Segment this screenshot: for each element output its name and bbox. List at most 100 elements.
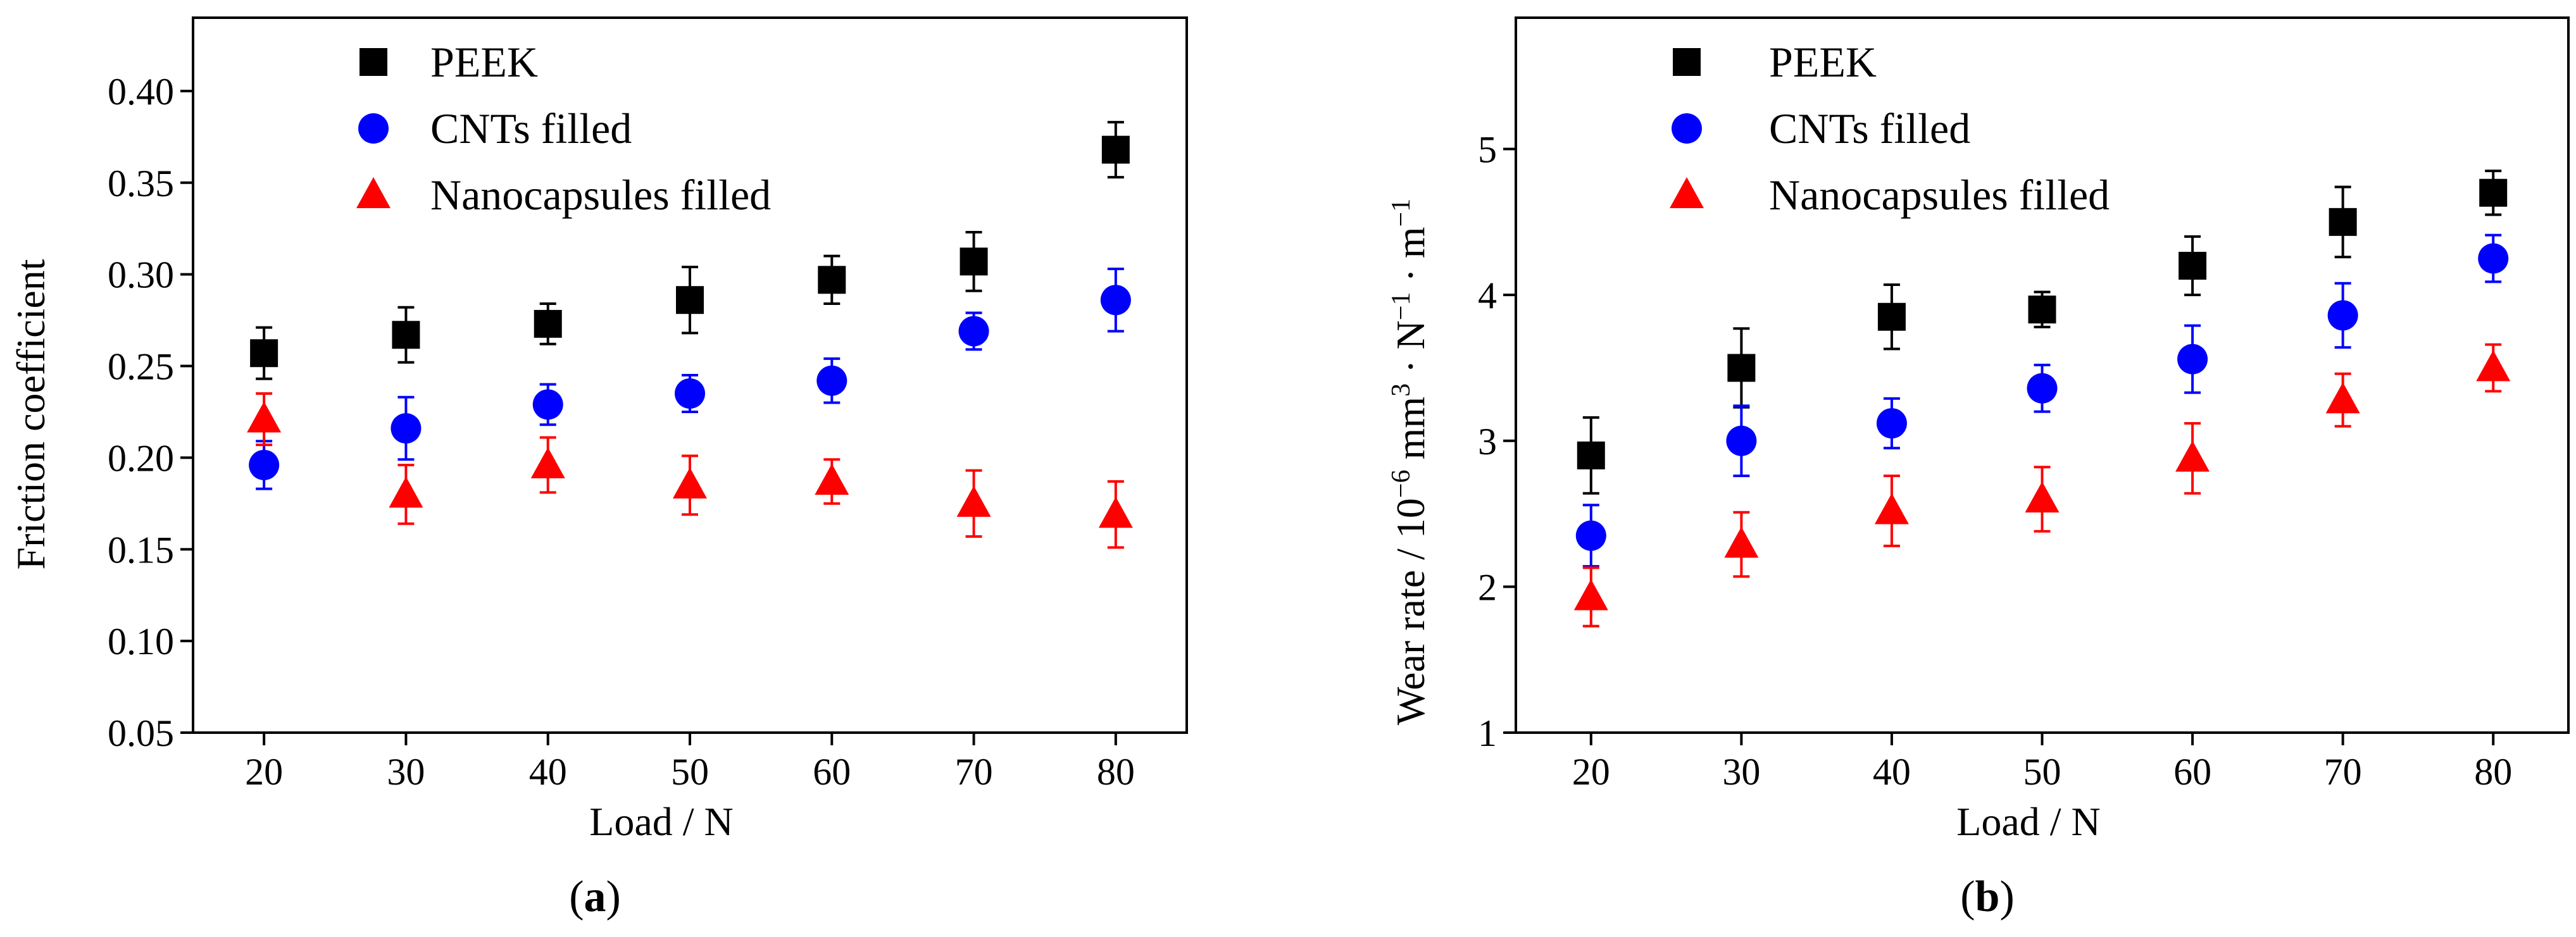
data-point xyxy=(2325,382,2360,414)
legend-marker xyxy=(356,177,391,208)
panel-b-plot-area: 20 30 40 50 60 70 80 1 2 3 4 5 PEEK CNTs filled Nanoca… xyxy=(1478,16,2570,793)
panel-a-y-tick-label: 0.20 xyxy=(108,437,174,479)
data-point xyxy=(2478,243,2509,274)
data-point xyxy=(2479,178,2508,207)
legend-label: Nanocapsules filled xyxy=(430,171,771,219)
panel-a-x-tick-label: 80 xyxy=(1097,751,1135,793)
data-point xyxy=(2179,252,2207,280)
data-point xyxy=(1575,520,1606,551)
legend-label: PEEK xyxy=(1769,38,1877,86)
data-point xyxy=(960,247,988,276)
panel-b-y-axis-title-prefix: Wear rate / 10 xyxy=(1388,498,1433,725)
data-point xyxy=(956,485,991,517)
legend-marker xyxy=(1670,177,1704,208)
panel-b-y-axis-title: Wear rate / 10−6 mm3 · N−1 · m−1 xyxy=(1387,199,1433,725)
data-point xyxy=(1876,408,1907,439)
panel-a-x-tick-label: 70 xyxy=(955,751,993,793)
panel-b-series-cnts-filled xyxy=(1575,233,2509,568)
panel-a-plot-area: 20 30 40 50 60 70 80 0.05 0.10 0.15 0.20 0.25 0.30 0.… xyxy=(108,16,1188,793)
panel-a-y-tick-label: 0.25 xyxy=(108,346,174,388)
data-point xyxy=(818,266,846,294)
data-point xyxy=(1101,135,1130,164)
legend-marker xyxy=(1673,48,1701,76)
data-point xyxy=(2027,373,2058,404)
panel-a-x-axis-title: Load / N xyxy=(589,799,734,844)
panel-b-x-tick-label: 50 xyxy=(2023,751,2061,793)
panel-a-series-nanocapsules-filled xyxy=(247,392,1133,549)
panel-a-legend: PEEK CNTs filled Nanocapsules filled xyxy=(356,38,771,219)
legend-marker xyxy=(358,113,389,144)
panel-a-y-tick-label: 0.30 xyxy=(108,254,174,296)
panel-a-tag-letter: a xyxy=(584,872,606,921)
data-point xyxy=(249,449,280,480)
data-point xyxy=(532,389,563,420)
panel-a-friction-chart: 20 30 40 50 60 70 80 0.05 0.10 0.15 0.20 0.25 0.30 0.… xyxy=(8,16,1188,921)
panel-b-series-nanocapsules-filled xyxy=(1573,343,2511,628)
panel-b-x-tick-label: 20 xyxy=(1572,751,1610,793)
panel-a-y-tick-label: 0.15 xyxy=(108,529,174,571)
legend-label: CNTs filled xyxy=(430,104,632,152)
data-point xyxy=(2175,440,2210,472)
data-point xyxy=(1100,285,1131,316)
panel-b-series-peek xyxy=(1577,170,2508,495)
panel-b-y-tick-label: 2 xyxy=(1478,566,1497,608)
panel-a-x-tick-label: 60 xyxy=(813,751,851,793)
panel-b-x-tick-label: 60 xyxy=(2173,751,2211,793)
data-point xyxy=(392,321,420,349)
data-point xyxy=(1726,425,1757,456)
panel-a-x-tick-label: 20 xyxy=(245,751,283,793)
data-point xyxy=(1577,441,1605,469)
data-point xyxy=(530,447,565,478)
data-point xyxy=(815,464,849,495)
panel-b-x-tick-label: 80 xyxy=(2474,751,2512,793)
panel-b-tag-letter: b xyxy=(1975,872,2000,921)
panel-a-tag: (a) xyxy=(569,872,621,921)
panel-b-x-tick-label: 70 xyxy=(2324,751,2362,793)
panel-b-y-tick-label: 5 xyxy=(1478,129,1497,171)
data-point xyxy=(2177,344,2208,375)
panel-a-y-tick-label: 0.40 xyxy=(108,71,174,113)
legend-marker xyxy=(1672,113,1702,144)
legend-label: CNTs filled xyxy=(1769,104,1970,152)
panel-b-y-tick-label: 4 xyxy=(1478,275,1497,316)
panel-b-x-tick-label: 30 xyxy=(1722,751,1760,793)
data-point xyxy=(958,316,989,347)
panel-a-x-tick-label: 40 xyxy=(529,751,567,793)
data-point xyxy=(250,339,278,368)
data-point xyxy=(1874,493,1909,524)
panel-a-y-tick-label: 0.35 xyxy=(108,163,174,204)
data-point xyxy=(534,309,562,338)
data-point xyxy=(2327,300,2358,331)
data-point xyxy=(2329,208,2357,236)
panel-b-x-axis-title: Load / N xyxy=(1956,799,2101,844)
panel-a-y-axis-title: Friction coefficient xyxy=(8,259,53,569)
data-point xyxy=(676,286,704,314)
data-point xyxy=(675,378,705,409)
data-point xyxy=(1727,354,1756,382)
data-point xyxy=(1724,526,1759,558)
legend-label: PEEK xyxy=(430,38,538,86)
panel-a-x-tick-label: 50 xyxy=(671,751,709,793)
data-point xyxy=(2025,481,2060,513)
data-point xyxy=(816,365,847,396)
panel-b-y-tick-label: 3 xyxy=(1478,421,1497,462)
panel-a-series-peek xyxy=(250,121,1130,380)
panel-a-y-tick-label: 0.05 xyxy=(108,712,174,754)
panel-b-tag: (b) xyxy=(1960,872,2015,921)
legend-marker xyxy=(360,48,387,76)
panel-a-x-tick-label: 30 xyxy=(387,751,425,793)
legend-label: Nanocapsules filled xyxy=(1769,171,2110,219)
data-point xyxy=(2028,295,2056,324)
panel-a-y-tick-label: 0.10 xyxy=(108,621,174,662)
panel-b-wear-rate-chart: 20 30 40 50 60 70 80 1 2 3 4 5 PEEK CNTs filled Nanoca… xyxy=(1387,16,2570,921)
data-point xyxy=(391,413,422,444)
data-point xyxy=(1098,497,1133,528)
panel-b-legend: PEEK CNTs filled Nanocapsules filled xyxy=(1670,38,2110,219)
data-point xyxy=(247,401,282,433)
data-point xyxy=(1573,579,1608,611)
panel-b-y-tick-label: 1 xyxy=(1478,712,1497,754)
data-point xyxy=(1877,302,1906,331)
data-point xyxy=(389,476,423,508)
data-point xyxy=(2476,350,2511,382)
